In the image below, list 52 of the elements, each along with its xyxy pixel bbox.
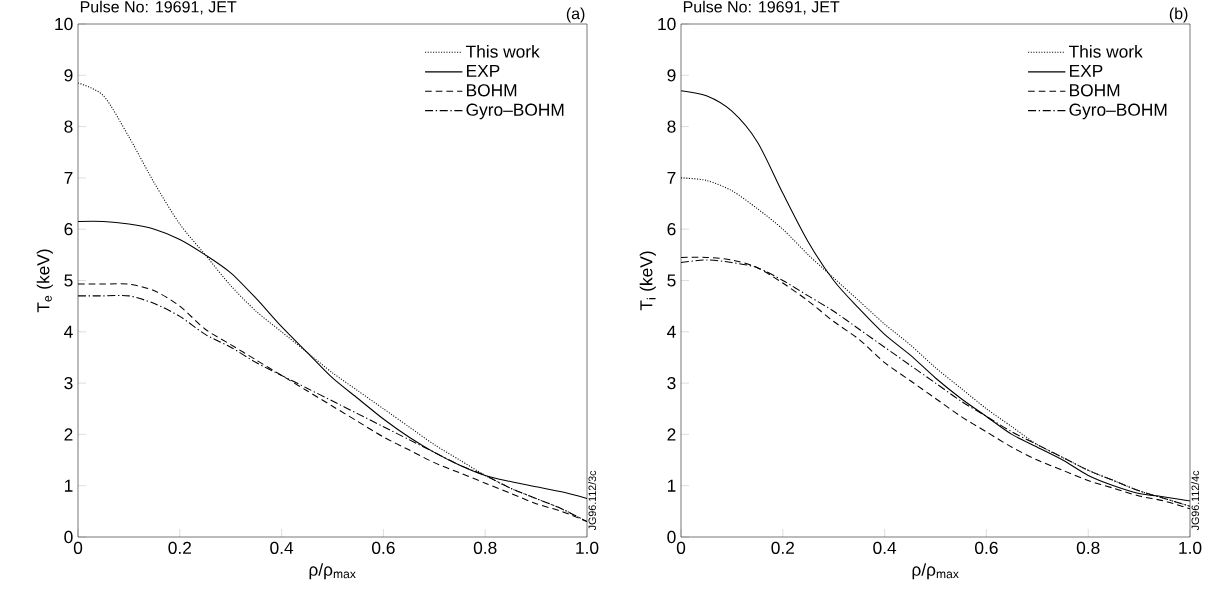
x-tick-label: 0	[676, 541, 686, 554]
text: (a)	[566, 7, 585, 23]
x-tick-label: 0.6	[975, 541, 998, 554]
x-tick-label: 0.4	[270, 541, 294, 554]
y-tick-label: 2	[64, 428, 73, 441]
x-tick-label: 1.0	[576, 541, 599, 554]
x-tick-label: 0.6	[372, 541, 395, 554]
x-tick-label: 1.0	[1179, 541, 1202, 554]
chart-title: Pulse No: 19691, JET	[80, 0, 237, 15]
y-tick-label: 3	[64, 376, 73, 390]
legend-label: This work	[466, 44, 540, 58]
x-axis-title: ρ/ρ$_{max}$	[912, 563, 959, 580]
x-tick-label: 0	[73, 541, 83, 554]
legend-label: This work	[1069, 44, 1143, 58]
x-tick-label: 0.2	[771, 541, 794, 554]
x-tick-label: 0.8	[1076, 541, 1100, 554]
y-tick-label: 10	[55, 17, 73, 31]
y-axis-title: T$_{e}$ (keV)	[36, 249, 53, 313]
y-tick-label: 0	[64, 530, 73, 544]
y-tick-label: 1	[64, 479, 73, 492]
y-tick-label: 10	[658, 17, 676, 31]
legend-label: EXP	[1070, 64, 1103, 77]
chart-title: Pulse No: 19691, JET	[683, 0, 840, 15]
text: (b)	[1169, 7, 1188, 23]
y-axis-title: T$_{i}$ (keV)	[639, 251, 656, 311]
legend-label: BOHM	[467, 84, 517, 97]
y-tick-label: 8	[667, 120, 676, 133]
x-axis-title: ρ/ρ$_{max}$	[309, 563, 356, 580]
legend-label: Gyro–BOHM	[1069, 103, 1167, 120]
y-tick-label: 2	[667, 428, 676, 441]
legend-label: Gyro–BOHM	[466, 103, 564, 120]
legend-label: BOHM	[1070, 84, 1120, 97]
text: JG96.112/4c	[1191, 470, 1200, 531]
y-tick-label: 5	[64, 274, 73, 287]
x-tick-label: 0.2	[168, 541, 191, 554]
y-tick-label: 9	[64, 69, 73, 82]
y-tick-label: 1	[667, 479, 676, 492]
y-tick-label: 0	[667, 530, 676, 544]
y-tick-label: 4	[667, 325, 676, 338]
y-tick-label: 6	[667, 223, 676, 236]
x-tick-label: 0.8	[473, 541, 497, 554]
y-tick-label: 4	[64, 325, 73, 338]
y-tick-label: 6	[64, 223, 73, 236]
text: JG96.112/3c	[588, 470, 597, 531]
y-tick-label: 3	[667, 376, 676, 390]
y-tick-label: 8	[64, 120, 73, 133]
y-tick-label: 5	[667, 274, 676, 287]
y-tick-label: 7	[64, 171, 73, 184]
x-tick-label: 0.4	[873, 541, 897, 554]
legend-label: EXP	[467, 64, 500, 77]
y-tick-label: 7	[667, 171, 676, 184]
y-tick-label: 9	[667, 69, 676, 82]
